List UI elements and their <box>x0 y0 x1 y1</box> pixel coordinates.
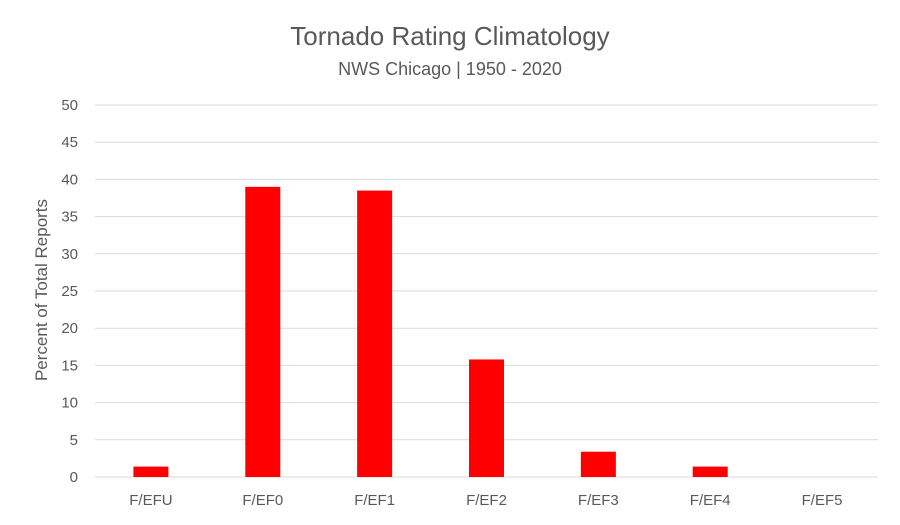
y-tick-label: 35 <box>61 209 78 226</box>
y-tick-label: 5 <box>70 432 78 449</box>
x-tick-label: F/EF0 <box>242 492 283 509</box>
bar-f-ef3 <box>580 451 616 477</box>
y-tick-label: 40 <box>61 171 78 188</box>
chart-title: Tornado Rating Climatology <box>290 21 609 51</box>
bars <box>133 186 728 477</box>
x-tick-label: F/EF3 <box>578 492 619 509</box>
bar-f-ef2 <box>469 359 504 477</box>
y-tick-label: 10 <box>61 395 78 412</box>
y-tick-label: 15 <box>61 357 78 374</box>
x-tick-label: F/EFU <box>129 492 172 509</box>
x-tick-labels: F/EFU F/EF0 F/EF1 F/EF2 F/EF3 F/EF4 F/EF5 <box>129 492 842 509</box>
gridlines <box>95 104 878 478</box>
x-tick-label: F/EF1 <box>354 492 395 509</box>
y-tick-labels: 0 5 10 15 20 25 30 35 40 45 50 <box>61 97 78 486</box>
y-tick-label: 45 <box>61 134 78 151</box>
bar-f-ef4 <box>692 466 728 477</box>
x-tick-label: F/EF5 <box>802 492 843 509</box>
x-tick-label: F/EF2 <box>466 492 507 509</box>
bar-f-ef1 <box>357 190 393 477</box>
bar-f-ef0 <box>245 186 281 477</box>
y-tick-label: 30 <box>61 246 78 263</box>
bar-f-efu <box>133 466 169 477</box>
y-axis-label: Percent of Total Reports <box>32 199 51 381</box>
chart-subtitle: NWS Chicago | 1950 - 2020 <box>338 59 562 79</box>
x-tick-label: F/EF4 <box>690 492 731 509</box>
y-tick-label: 25 <box>61 283 78 300</box>
y-tick-label: 50 <box>61 97 78 114</box>
y-tick-label: 20 <box>61 320 78 337</box>
y-tick-label: 0 <box>70 469 78 486</box>
